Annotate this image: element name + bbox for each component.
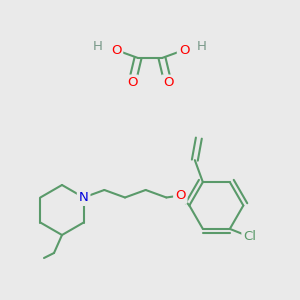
Text: O: O	[111, 44, 121, 56]
Text: O: O	[175, 189, 186, 202]
Text: O: O	[127, 76, 137, 89]
Text: Cl: Cl	[243, 230, 256, 243]
Text: O: O	[179, 44, 189, 56]
Text: H: H	[197, 40, 207, 52]
Text: O: O	[163, 76, 173, 89]
Text: N: N	[79, 191, 88, 204]
Text: H: H	[93, 40, 103, 52]
